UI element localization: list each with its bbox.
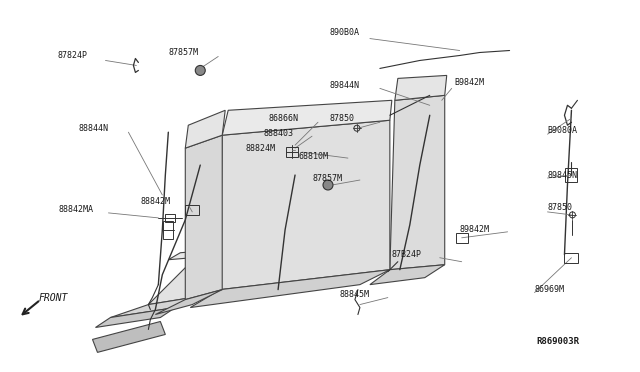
Polygon shape xyxy=(220,120,390,290)
Polygon shape xyxy=(395,76,447,100)
Text: 86866N: 86866N xyxy=(268,114,298,123)
Text: 68810M: 68810M xyxy=(298,152,328,161)
Polygon shape xyxy=(186,110,225,148)
Text: 89845N: 89845N xyxy=(547,170,577,180)
Polygon shape xyxy=(222,100,392,135)
Text: B9080A: B9080A xyxy=(547,126,577,135)
Text: 87B24P: 87B24P xyxy=(392,250,422,259)
Text: 89844N: 89844N xyxy=(330,81,360,90)
Polygon shape xyxy=(168,248,240,260)
Polygon shape xyxy=(95,308,175,327)
Text: 88842M: 88842M xyxy=(140,198,170,206)
Polygon shape xyxy=(93,321,165,352)
Polygon shape xyxy=(148,258,245,305)
Text: 88844N: 88844N xyxy=(79,124,109,133)
Text: 87857M: 87857M xyxy=(168,48,198,57)
Text: 86969M: 86969M xyxy=(534,285,564,294)
Polygon shape xyxy=(186,135,222,299)
Polygon shape xyxy=(390,95,445,270)
Text: B9842M: B9842M xyxy=(454,78,484,87)
Polygon shape xyxy=(370,265,445,285)
Text: R869003R: R869003R xyxy=(536,337,580,346)
Text: 890B0A: 890B0A xyxy=(330,28,360,37)
Polygon shape xyxy=(156,290,222,314)
Text: 87850: 87850 xyxy=(547,203,573,212)
Text: 88845M: 88845M xyxy=(340,290,370,299)
Text: FRONT: FRONT xyxy=(38,293,68,302)
Text: 87824P: 87824P xyxy=(58,51,88,60)
Polygon shape xyxy=(111,295,210,318)
Circle shape xyxy=(323,180,333,190)
Circle shape xyxy=(195,65,205,76)
Text: 87857M: 87857M xyxy=(312,173,342,183)
Text: 88842MA: 88842MA xyxy=(59,205,93,214)
Text: 888403: 888403 xyxy=(263,129,293,138)
Text: 89842M: 89842M xyxy=(460,225,490,234)
Polygon shape xyxy=(190,270,390,308)
Text: 87850: 87850 xyxy=(330,114,355,123)
Text: 88824M: 88824M xyxy=(245,144,275,153)
